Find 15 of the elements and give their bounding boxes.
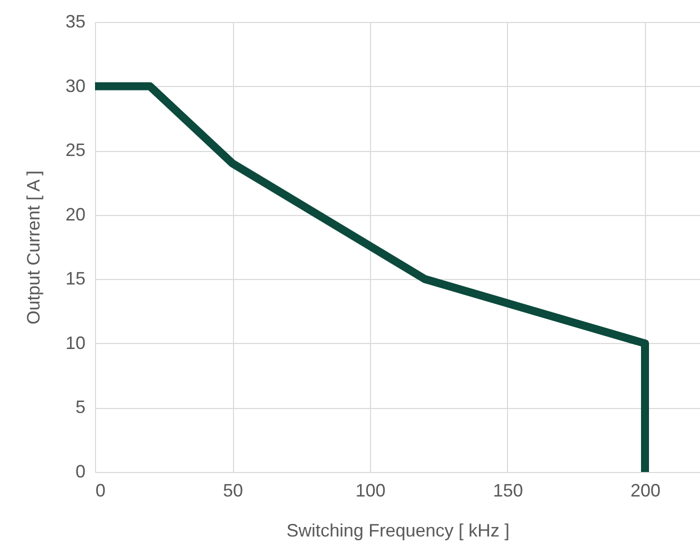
y-tick-label: 5 (75, 397, 86, 418)
x-tick-label: 150 (492, 480, 524, 500)
y-tick-label: 30 (65, 76, 86, 96)
x-tick-label: 50 (222, 480, 244, 500)
x-tick-label: 200 (630, 480, 661, 500)
y-tick-label: 25 (65, 140, 86, 160)
x-tick-label: 100 (355, 480, 386, 500)
y-axis-title: Output Current [ A ] (23, 170, 44, 325)
x-axis-title: Switching Frequency [ kHz ] (286, 520, 510, 540)
y-tick-label: 20 (65, 204, 86, 224)
y-tick-label: 0 (75, 462, 86, 482)
y-tick-label: 15 (65, 268, 86, 289)
x-tick-label: 0 (96, 480, 106, 500)
y-tick-label: 35 (65, 12, 86, 32)
y-tick-label: 10 (65, 332, 86, 353)
